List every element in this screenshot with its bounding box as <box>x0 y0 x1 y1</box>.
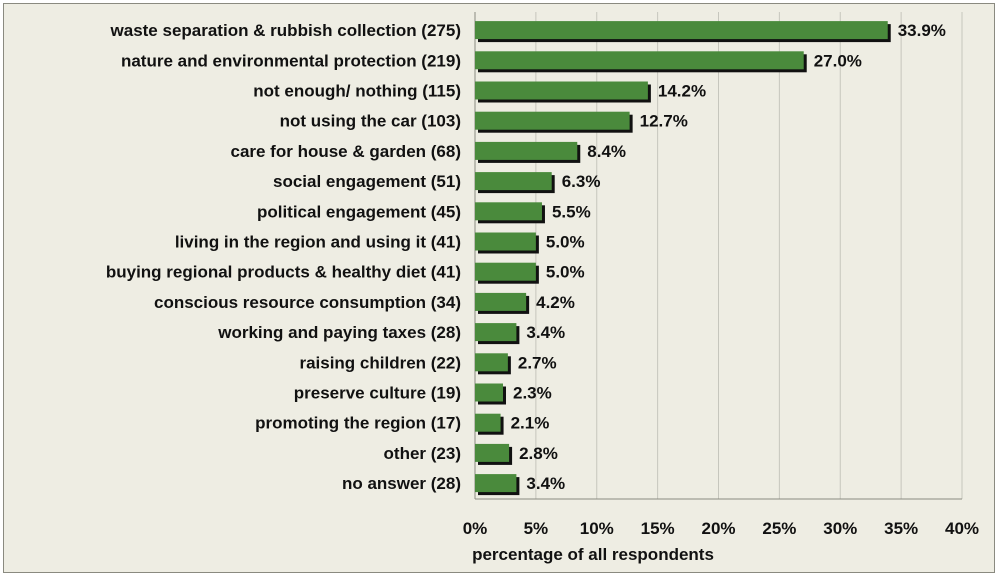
bar <box>475 413 501 432</box>
category-label: care for house & garden (68) <box>230 142 461 161</box>
bar <box>475 21 888 40</box>
category-label: living in the region and using it (41) <box>175 233 461 252</box>
x-tick-label: 20% <box>701 519 735 538</box>
data-label: 12.7% <box>640 112 688 131</box>
data-label: 3.4% <box>526 323 565 342</box>
category-label: conscious resource consumption (34) <box>154 293 461 312</box>
category-label: other (23) <box>384 444 461 463</box>
data-label: 5.0% <box>546 263 585 282</box>
bar-chart: 0% 5% 10% 15% 20% 25% 30% 35% 40% waste separatio… <box>106 12 979 564</box>
category-label: promoting the region (17) <box>255 414 461 433</box>
category-label: not using the car (103) <box>280 112 461 131</box>
category-label: not enough/ nothing (115) <box>253 82 461 101</box>
data-label: 33.9% <box>898 21 946 40</box>
x-tick-label: 30% <box>823 519 857 538</box>
bar <box>475 292 527 311</box>
bar <box>475 172 552 191</box>
bar <box>475 443 510 462</box>
chart-frame: 0% 5% 10% 15% 20% 25% 30% 35% 40% waste separatio… <box>3 3 995 573</box>
x-tick-label: 15% <box>641 519 675 538</box>
bar <box>475 81 648 100</box>
x-tick-label: 35% <box>884 519 918 538</box>
bar <box>475 262 536 281</box>
data-label: 5.0% <box>546 233 585 252</box>
bar <box>475 323 517 342</box>
data-label: 5.5% <box>552 202 591 221</box>
data-label: 2.8% <box>519 444 558 463</box>
data-label: 3.4% <box>526 474 565 493</box>
data-label: 27.0% <box>814 51 862 70</box>
bar <box>475 353 508 372</box>
bar-layer <box>475 21 891 496</box>
bar <box>475 111 630 130</box>
label-layer: 0% 5% 10% 15% 20% 25% 30% 35% 40% waste separatio… <box>106 21 979 538</box>
bar <box>475 474 517 493</box>
category-label: waste separation & rubbish collection (2… <box>110 21 461 40</box>
data-label: 8.4% <box>587 142 626 161</box>
x-axis-title: percentage of all respondents <box>472 545 714 564</box>
data-label: 2.7% <box>518 353 557 372</box>
category-label: nature and environmental protection (219… <box>121 51 461 70</box>
category-label: raising children (22) <box>299 353 461 372</box>
x-tick-label: 25% <box>762 519 796 538</box>
x-tick-label: 40% <box>945 519 979 538</box>
bar <box>475 383 504 402</box>
data-label: 2.1% <box>511 414 550 433</box>
bar <box>475 51 804 70</box>
bar <box>475 141 578 160</box>
data-label: 4.2% <box>536 293 575 312</box>
x-tick-label: 10% <box>580 519 614 538</box>
data-label: 2.3% <box>513 384 552 403</box>
category-label: social engagement (51) <box>273 172 461 191</box>
category-label: working and paying taxes (28) <box>217 323 461 342</box>
x-tick-label: 0% <box>463 519 488 538</box>
category-label: political engagement (45) <box>257 202 461 221</box>
category-label: preserve culture (19) <box>294 384 461 403</box>
data-label: 6.3% <box>562 172 601 191</box>
x-tick-label: 5% <box>524 519 549 538</box>
bar <box>475 232 536 251</box>
bar <box>475 202 542 221</box>
category-label: no answer (28) <box>342 474 461 493</box>
data-label: 14.2% <box>658 82 706 101</box>
category-label: buying regional products & healthy diet … <box>106 263 461 282</box>
